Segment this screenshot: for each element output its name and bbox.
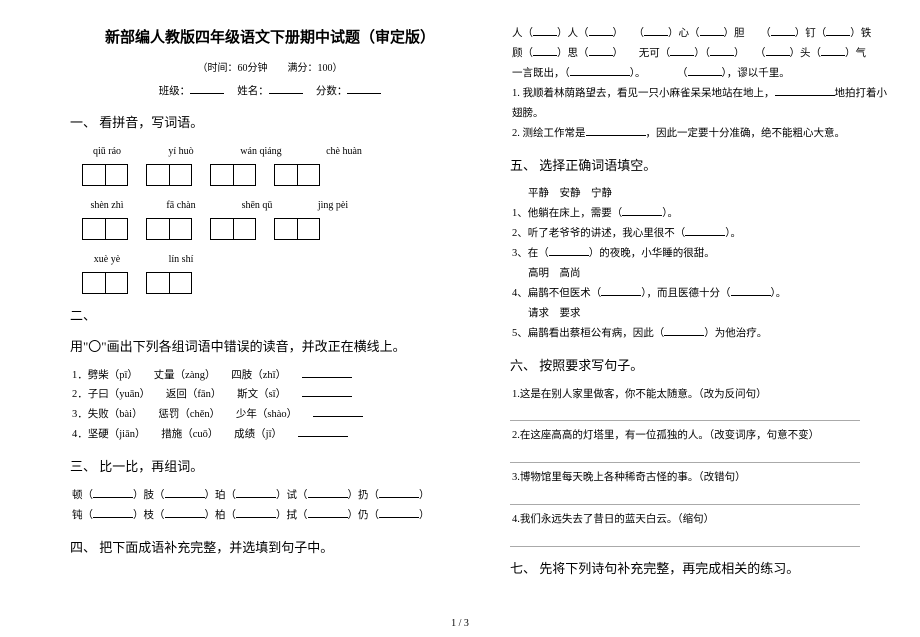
score-label: 分数：: [316, 86, 348, 97]
s6-i4: 4.我们永远失去了昔日的蓝天白云。（缩句）: [512, 510, 890, 530]
s4-line-2: 顾（）思（） 无可（）（） （）头（）气: [512, 44, 890, 64]
s6-a3[interactable]: [510, 491, 860, 505]
pinyin-row-1: qiū ráo yí huò wán qiáng chè huàn: [84, 142, 470, 161]
s5-i1: 1、他躺在床上，需要（）。: [512, 204, 890, 224]
exam-title: 新部编人教版四年级语文下册期中试题（审定版）: [70, 24, 470, 53]
section-6-head: 六、 按照要求写句子。: [510, 354, 890, 379]
class-label: 班级：: [159, 86, 191, 97]
page-number: 1 / 3: [451, 618, 469, 629]
exam-meta: 班级： 姓名： 分数：: [70, 82, 470, 102]
s3-line-1: 顿（）肢（）珀（）试（）扔（）: [72, 486, 470, 506]
section-7-head: 七、 先将下列诗句补充完整，再完成相关的练习。: [510, 557, 890, 582]
boxes-row-3[interactable]: [82, 272, 470, 294]
s4-sent-1: 1. 我顺着林荫路望去，看见一只小麻雀呆呆地站在地上，地拍打着小翅膀。: [512, 84, 890, 124]
section-1-head: 一、 看拼音，写词语。: [70, 111, 470, 136]
s5-i3: 3、在（）的夜晚，小华睡的很甜。: [512, 244, 890, 264]
s5-opt-3: 请求 要求: [528, 304, 890, 324]
section-2-sub: 用"〇"画出下列各组词语中错误的读音，并改正在横线上。: [70, 335, 470, 360]
section-3-head: 三、 比一比，再组词。: [70, 455, 470, 480]
s4-line-3: 一言既出，（）。 （），谬以千里。: [512, 64, 890, 84]
s2-item-3: 3．失败（bài） 惩罚（chěn） 少年（shào）: [72, 405, 470, 425]
s5-i5: 5、扁鹊看出蔡桓公有病，因此（）为他治疗。: [512, 324, 890, 344]
s6-i2: 2.在这座高高的灯塔里，有一位孤独的人。（改变词序，句意不变）: [512, 426, 890, 446]
section-4-head: 四、 把下面成语补充完整，并选填到句子中。: [70, 536, 470, 561]
s2-item-1: 1．劈柴（pī） 丈量（zàng） 四肢（zhī）: [72, 366, 470, 386]
name-label: 姓名：: [237, 86, 269, 97]
s3-line-2: 钝（）枝（）柏（）拭（）仍（）: [72, 506, 470, 526]
s6-a2[interactable]: [510, 449, 860, 463]
s6-i3: 3.博物馆里每天晚上各种稀奇古怪的事。（改错句）: [512, 468, 890, 488]
s2-item-4: 4．坚硬（jiān） 措施（cuō） 成绩（jī）: [72, 425, 470, 445]
section-2-head: 二、: [70, 304, 470, 329]
s5-opt-2: 高明 高尚: [528, 264, 890, 284]
section-5-head: 五、 选择正确词语填空。: [510, 154, 890, 179]
s4-sent-2: 2. 测绘工作常是，因此一定要十分准确，绝不能粗心大意。: [512, 124, 890, 144]
s6-a4[interactable]: [510, 533, 860, 547]
s5-i4: 4、扁鹊不但医术（），而且医德十分（）。: [512, 284, 890, 304]
boxes-row-1[interactable]: [82, 164, 470, 186]
s4-line-1: 人（）人（） （）心（）胆 （）钉（）铁: [512, 24, 890, 44]
s6-a1[interactable]: [510, 407, 860, 421]
s2-item-2: 2．子曰（yuān） 返回（fān） 斯文（sī）: [72, 385, 470, 405]
exam-time: （时间：60分钟 满分：100）: [70, 59, 470, 78]
s5-opt-1: 平静 安静 宁静: [528, 184, 890, 204]
s5-i2: 2、听了老爷爷的讲述，我心里很不（）。: [512, 224, 890, 244]
pinyin-row-3: xuè yè lín shí: [84, 250, 470, 269]
pinyin-row-2: shèn zhì fā chàn shēn qū jìng pèi: [84, 196, 470, 215]
boxes-row-2[interactable]: [82, 218, 470, 240]
s6-i1: 1.这是在别人家里做客，你不能太随意。（改为反问句）: [512, 385, 890, 405]
